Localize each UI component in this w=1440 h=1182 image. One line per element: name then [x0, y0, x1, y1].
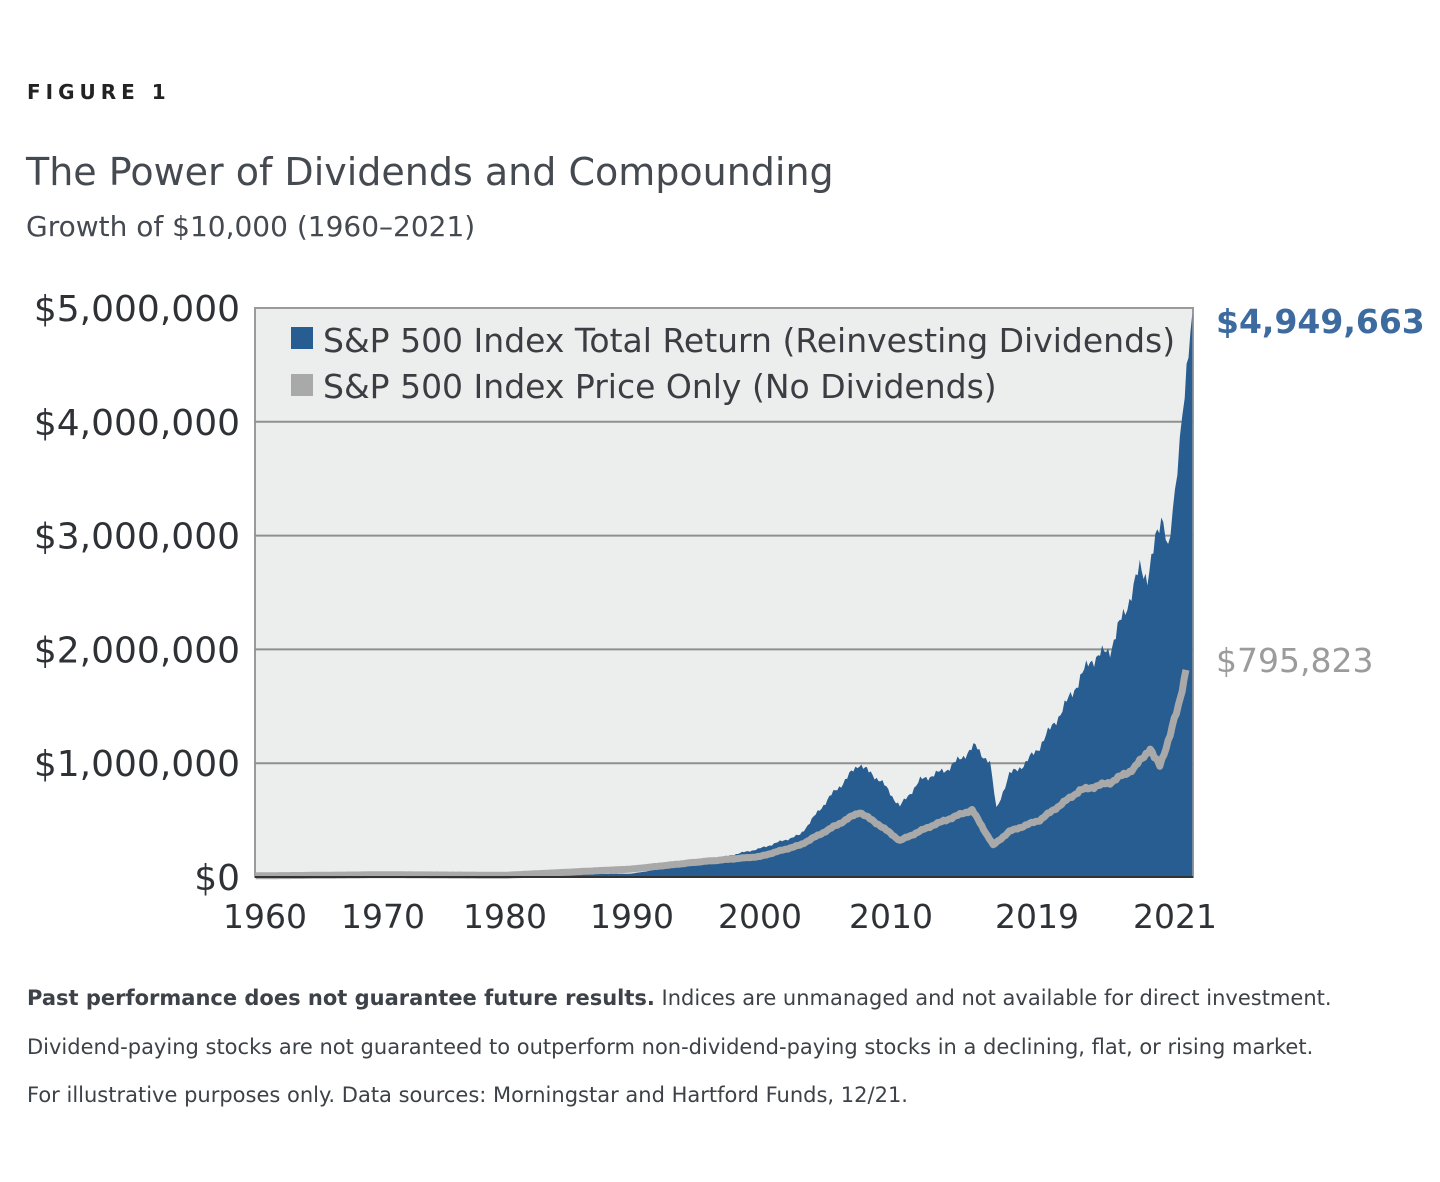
y-tick-label: $2,000,000	[34, 630, 240, 671]
series-area-total-return	[255, 313, 1193, 877]
x-tick-label: 1970	[341, 897, 425, 936]
end-label-price-only: $795,823	[1216, 641, 1373, 680]
footnote-line-2: Dividend-paying stocks are not guarantee…	[27, 1035, 1314, 1059]
x-tick-label: 1990	[590, 897, 674, 936]
chart: $0 $1,000,000 $2,000,000 $3,000,000 $4,000,0…	[34, 289, 1425, 936]
footnote-line-1: Past performance does not guarantee futu…	[27, 986, 1332, 1010]
y-tick-label: $4,000,000	[34, 403, 240, 444]
legend-swatch-total-return	[291, 327, 313, 349]
x-tick-label: 2019	[995, 897, 1079, 936]
chart-subtitle: Growth of $10,000 (1960–2021)	[26, 210, 476, 243]
end-label-total-return: $4,949,663	[1216, 302, 1425, 341]
y-tick-label: $5,000,000	[34, 289, 240, 330]
legend-swatch-price-only	[291, 374, 313, 396]
footnote-line-3: For illustrative purposes only. Data sou…	[27, 1083, 908, 1107]
legend-label-price-only: S&P 500 Index Price Only (No Dividends)	[323, 367, 997, 406]
footnote-disclaimer: Past performance does not guarantee futu…	[27, 986, 655, 1010]
legend: S&P 500 Index Total Return (Reinvesting …	[291, 321, 1175, 406]
chart-title: The Power of Dividends and Compounding	[26, 150, 834, 194]
y-tick-label: $1,000,000	[34, 744, 240, 785]
x-tick-label: 2021	[1133, 897, 1217, 936]
x-tick-label: 2000	[718, 897, 802, 936]
x-tick-label: 1960	[223, 897, 307, 936]
y-tick-label: $3,000,000	[34, 517, 240, 558]
x-tick-label: 2010	[849, 897, 933, 936]
y-tick-label: $0	[194, 858, 240, 899]
footnote-text-1: Indices are unmanaged and not available …	[654, 986, 1332, 1010]
series-line-price-only	[254, 669, 1190, 880]
figure-label: FIGURE 1	[27, 80, 171, 104]
x-tick-label: 1980	[463, 897, 547, 936]
legend-label-total-return: S&P 500 Index Total Return (Reinvesting …	[323, 321, 1175, 360]
